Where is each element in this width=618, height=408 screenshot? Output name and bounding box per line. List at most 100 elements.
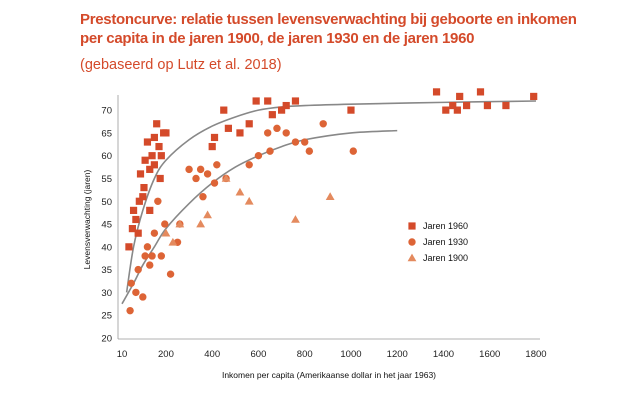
data-point-square (277, 106, 286, 114)
data-point-square (143, 138, 152, 146)
data-point-circle (146, 261, 154, 269)
data-point-square (141, 156, 149, 164)
x-tick-label: 1000 (340, 349, 361, 360)
data-point-square (252, 97, 260, 105)
data-point-circle (157, 252, 166, 260)
legend-label: Jaren 1900 (423, 253, 468, 263)
data-point-square (449, 101, 457, 110)
x-tick-label: 800 (297, 349, 313, 360)
data-point-square (268, 111, 276, 119)
data-point-circle (132, 288, 140, 297)
axes (117, 95, 540, 340)
data-point-square (150, 133, 158, 142)
data-point-square (132, 215, 140, 224)
data-point-square (291, 97, 300, 105)
data-point-square (476, 88, 485, 96)
data-point-triangle (203, 210, 212, 219)
data-point-circle (291, 138, 300, 146)
data-point-circle (282, 129, 290, 137)
data-point-square (442, 106, 450, 114)
y-tick-label: 65 (101, 128, 112, 139)
data-point-square (140, 183, 148, 192)
data-point-triangle (244, 196, 254, 205)
data-point-square (224, 124, 232, 132)
x-tick-label: 200 (158, 349, 174, 360)
y-tick-label: 45 (101, 220, 112, 231)
data-point-square (453, 106, 461, 114)
data-point-square (146, 165, 154, 173)
data-point-circle (210, 179, 219, 187)
data-point-circle (185, 165, 193, 174)
y-axis-label: Levensverwachting (jaren) (82, 169, 92, 269)
y-tick-label: 40 (101, 242, 112, 253)
legend-marker-circle (408, 238, 416, 246)
data-point-circle (154, 197, 162, 205)
legend-marker-triangle (407, 253, 417, 262)
x-tick-label: 1400 (433, 349, 454, 360)
x-tick-label: 1200 (387, 349, 408, 360)
data-point-square (208, 142, 216, 151)
data-point-triangle (175, 219, 185, 228)
chart-title: Prestoncurve: relatie tussen levensverwa… (80, 11, 577, 47)
data-point-circle (203, 170, 212, 178)
data-point-square (135, 197, 143, 205)
data-point-triangle (221, 174, 231, 182)
data-point-square (157, 152, 165, 160)
trend-curve (125, 100, 537, 293)
data-point-circle (161, 220, 169, 228)
data-point-square (150, 161, 158, 169)
data-point-square (463, 101, 471, 110)
data-point-circle (148, 252, 156, 260)
data-point-square (282, 101, 290, 110)
y-tick-label: 50 (101, 197, 112, 208)
data-point-square (162, 129, 170, 137)
data-point-square (264, 97, 272, 105)
data-point-square (136, 170, 145, 178)
x-tick-label: 1800 (525, 349, 546, 360)
data-point-triangle (161, 228, 171, 237)
y-tick-label: 20 (101, 334, 112, 345)
x-tick-label: 10 (117, 349, 128, 360)
data-point-circle (301, 138, 309, 146)
data-point-circle (127, 279, 135, 288)
tick-labels: 10 200 400 600 800 1000 1200 1400 1600 1800 20 25 30… (101, 106, 546, 360)
data-point-circle (305, 147, 314, 155)
data-point-square (155, 142, 163, 151)
data-point-square (156, 174, 164, 183)
data-point-circle (150, 229, 159, 237)
trend-curves (121, 100, 537, 305)
data-point-square (456, 92, 464, 101)
data-point-square (153, 120, 161, 128)
x-tick-label: 400 (204, 349, 220, 360)
data-point-square (530, 92, 538, 101)
y-tick-label: 55 (101, 174, 112, 185)
data-point-circle (166, 270, 175, 278)
data-point-circle (349, 147, 357, 155)
data-point-circle (273, 124, 281, 133)
data-point-circle (213, 161, 221, 169)
data-point-square (128, 225, 137, 233)
data-point-square (236, 129, 244, 137)
data-point-square (432, 88, 441, 96)
data-point-circle (196, 165, 205, 174)
x-axis-label: Inkomen per capita (Amerikaanse dollar i… (222, 370, 436, 380)
data-point-circle (264, 129, 272, 137)
data-point-square (125, 243, 133, 251)
y-tick-label: 35 (101, 265, 112, 276)
data-point-triangle (235, 187, 245, 196)
chart-subtitle: (gebaseerd op Lutz et al. 2018) (80, 57, 282, 73)
data-point-square (129, 206, 138, 214)
data-point-square (502, 101, 510, 110)
data-point-circle (245, 161, 253, 169)
legend-label: Jaren 1930 (423, 237, 468, 247)
x-tick-label: 600 (251, 349, 267, 360)
data-point-circle (126, 306, 134, 315)
y-tick-label: 60 (101, 151, 112, 162)
data-points (125, 88, 538, 315)
data-point-circle (139, 293, 147, 301)
data-point-circle (266, 147, 274, 155)
data-point-circle (134, 265, 142, 274)
data-point-square (139, 193, 147, 201)
data-point-circle (141, 252, 149, 260)
